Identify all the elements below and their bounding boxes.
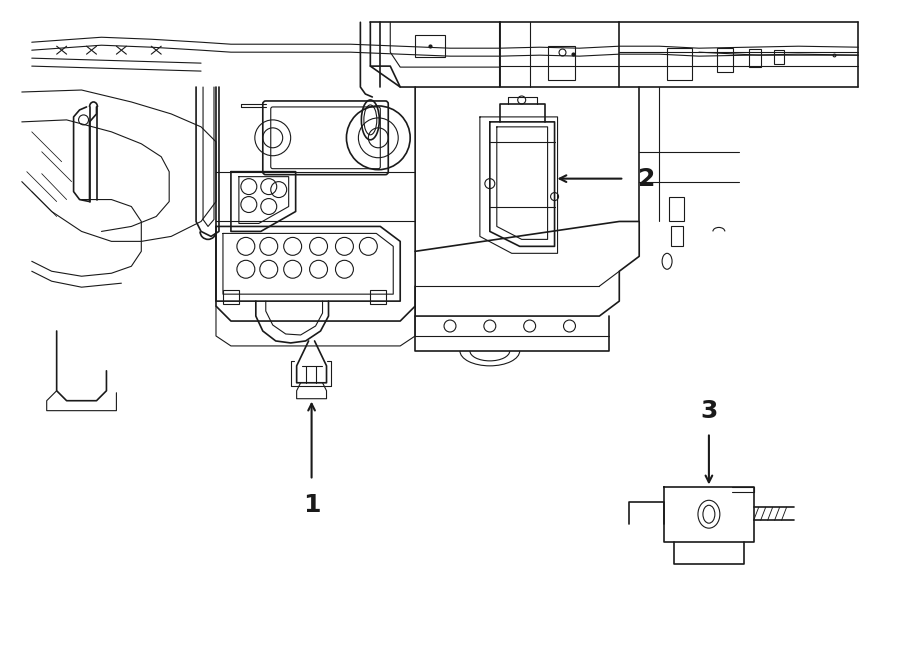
Text: 2: 2 xyxy=(638,167,656,190)
Bar xyxy=(774,50,784,64)
Bar xyxy=(415,35,445,57)
Bar xyxy=(669,196,684,221)
Bar xyxy=(717,48,733,72)
Text: 1: 1 xyxy=(302,493,320,518)
Bar xyxy=(667,48,692,80)
Bar xyxy=(223,290,238,304)
Bar xyxy=(671,227,683,247)
Text: 3: 3 xyxy=(700,399,717,422)
Bar xyxy=(547,46,575,80)
Bar xyxy=(749,49,760,67)
Bar xyxy=(370,290,386,304)
